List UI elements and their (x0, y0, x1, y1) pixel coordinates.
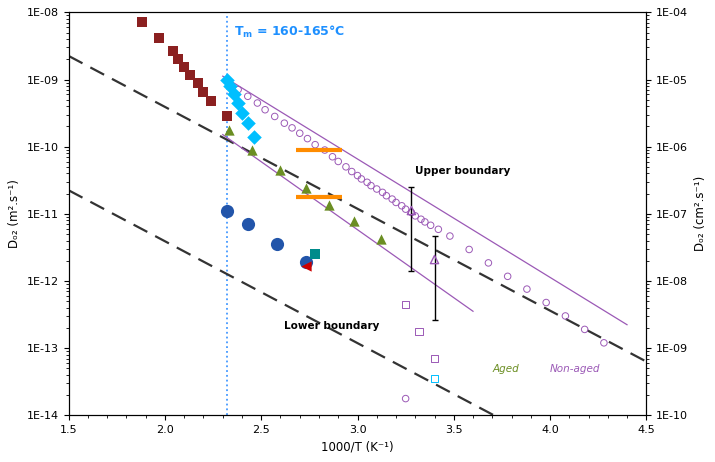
Point (560, 312, 571, 320)
Point (136, 19, 147, 26)
Point (198, 88, 209, 95)
Point (380, 192, 392, 200)
Text: $\mathregular{T_m}$ = 160-165°C: $\mathregular{T_m}$ = 160-165°C (235, 24, 345, 40)
Point (400, 395, 411, 402)
Point (184, 71, 196, 79)
Point (310, 141, 321, 148)
Point (167, 48, 179, 55)
Point (541, 299, 552, 306)
Point (371, 185, 383, 193)
Point (173, 55, 184, 63)
Point (444, 232, 455, 240)
Point (294, 129, 305, 137)
Point (377, 188, 388, 196)
Point (400, 301, 411, 308)
Point (405, 209, 417, 216)
Point (419, 218, 430, 225)
Point (579, 326, 591, 333)
Point (302, 135, 313, 142)
Text: Lower boundary: Lower boundary (285, 322, 380, 331)
X-axis label: 1000/T (K⁻¹): 1000/T (K⁻¹) (321, 441, 394, 454)
Point (400, 206, 411, 213)
Point (221, 76, 232, 83)
Y-axis label: Dₒ₂ (cm².s⁻¹): Dₒ₂ (cm².s⁻¹) (694, 176, 706, 251)
Point (463, 246, 475, 253)
Point (390, 199, 402, 206)
Point (433, 225, 444, 233)
Point (236, 109, 247, 117)
Point (300, 262, 311, 270)
Point (252, 99, 263, 107)
Point (340, 163, 352, 170)
Text: Aged: Aged (492, 364, 519, 374)
Point (260, 106, 271, 114)
Point (242, 92, 254, 100)
Point (425, 222, 436, 229)
Point (242, 220, 254, 228)
Text: Upper boundary: Upper boundary (415, 165, 511, 176)
Point (221, 113, 232, 120)
Point (502, 273, 513, 280)
Point (410, 212, 421, 219)
Point (429, 355, 440, 362)
Point (246, 146, 257, 154)
Point (483, 259, 494, 267)
Text: Non-aged: Non-aged (550, 364, 601, 374)
Point (192, 79, 204, 86)
Point (521, 286, 533, 293)
Point (348, 217, 360, 224)
Point (205, 97, 217, 105)
Point (361, 179, 373, 186)
Point (375, 236, 386, 243)
Point (248, 133, 260, 140)
Point (223, 126, 235, 134)
Point (221, 207, 232, 214)
Point (415, 216, 427, 223)
Point (327, 153, 338, 160)
Point (286, 124, 297, 132)
Point (413, 328, 425, 335)
Point (429, 256, 440, 263)
Point (323, 201, 335, 209)
Point (229, 91, 240, 98)
Point (405, 207, 417, 214)
Point (300, 185, 311, 192)
Point (225, 83, 236, 90)
Point (310, 250, 321, 258)
Point (396, 202, 408, 209)
Point (279, 120, 290, 127)
Point (300, 259, 311, 266)
Point (269, 113, 280, 120)
Point (242, 120, 254, 127)
Point (386, 195, 398, 203)
Point (232, 99, 244, 107)
Point (154, 34, 165, 42)
Point (598, 339, 610, 346)
Point (355, 175, 367, 182)
Point (346, 168, 358, 175)
Point (319, 146, 330, 154)
Point (179, 64, 190, 71)
Point (223, 79, 235, 86)
Point (429, 375, 440, 382)
Point (232, 86, 244, 93)
Point (365, 182, 377, 189)
Point (352, 172, 363, 179)
Y-axis label: Dₒ₂ (m².s⁻¹): Dₒ₂ (m².s⁻¹) (9, 179, 21, 248)
Point (271, 240, 282, 248)
Point (332, 158, 344, 165)
Point (275, 166, 286, 174)
